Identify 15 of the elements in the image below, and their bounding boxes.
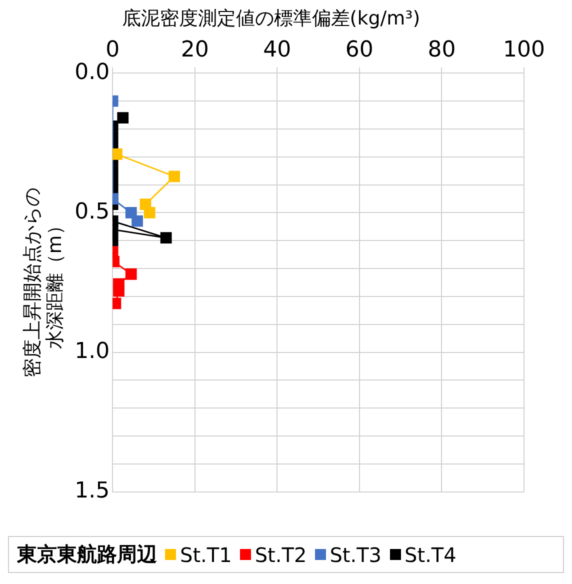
legend-label: St.T2 <box>254 542 307 566</box>
y-tick-label: 0.5 <box>74 199 110 224</box>
legend-label: St.T1 <box>180 542 232 566</box>
x-tick-label: 100 <box>503 38 545 63</box>
y-tick-label: 1.5 <box>74 478 110 504</box>
x-tick-label: 20 <box>180 38 209 63</box>
legend-label: St.T3 <box>330 542 382 566</box>
x-tick-label: 60 <box>345 38 374 63</box>
x-tick-label: 40 <box>263 38 292 63</box>
chart-title: 底泥密度測定値の標準偏差(kg/m³) <box>122 7 420 30</box>
y-tick-label: 1.0 <box>74 338 110 364</box>
legend-label: St.T4 <box>404 542 456 566</box>
y-axis-title: 密度上昇開始点からの水深距離（m） <box>21 188 66 378</box>
x-tick-label: 80 <box>428 38 456 63</box>
legend-title: 東京東航路周辺 <box>17 541 157 568</box>
